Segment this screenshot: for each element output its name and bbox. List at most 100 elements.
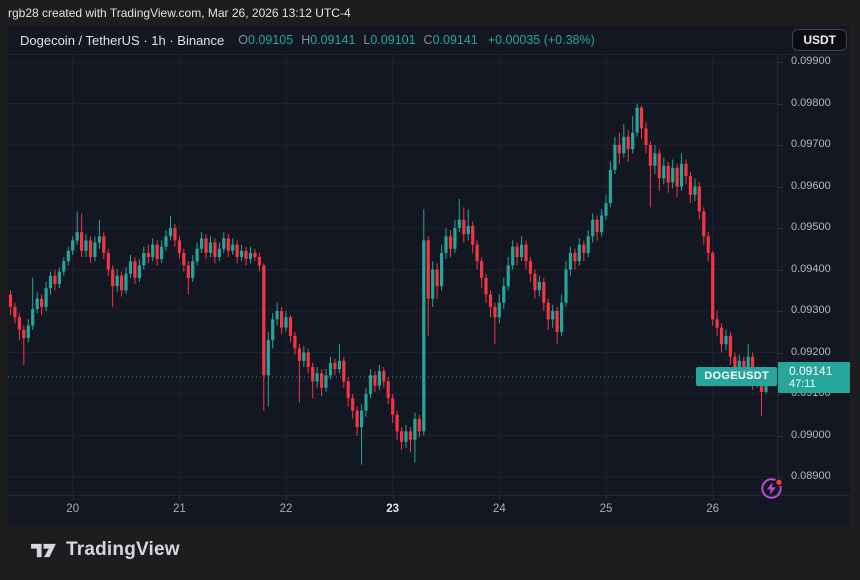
flash-events-button[interactable] bbox=[760, 476, 784, 500]
currency-toggle-button[interactable]: USDT bbox=[792, 29, 847, 51]
open-readout: O0.09105 bbox=[238, 33, 293, 47]
price-tick-mark bbox=[778, 269, 783, 271]
low-value: 0.09101 bbox=[370, 33, 416, 47]
candlestick-chart[interactable] bbox=[8, 55, 777, 495]
candle bbox=[635, 103, 639, 137]
open-label: O bbox=[238, 33, 248, 47]
candle bbox=[377, 365, 381, 390]
candle bbox=[493, 302, 497, 345]
candle bbox=[133, 257, 137, 284]
candle bbox=[711, 250, 715, 326]
price-tick-mark bbox=[778, 435, 783, 437]
candle bbox=[337, 344, 341, 374]
price-tick-label: 0.08900 bbox=[791, 470, 831, 482]
candle bbox=[173, 223, 177, 247]
candle bbox=[120, 271, 124, 297]
candle bbox=[351, 394, 355, 419]
tradingview-logo[interactable]: TradingView bbox=[30, 539, 180, 561]
candle bbox=[240, 244, 244, 262]
candle bbox=[386, 377, 390, 405]
candle bbox=[164, 230, 168, 251]
candle bbox=[524, 240, 528, 270]
candle bbox=[320, 369, 324, 397]
price-line-symbol-text: DOGEUSDT bbox=[704, 369, 769, 382]
candle bbox=[62, 257, 66, 276]
high-value: 0.09141 bbox=[310, 33, 356, 47]
candle bbox=[177, 236, 181, 260]
candle bbox=[280, 306, 284, 334]
candle bbox=[102, 232, 106, 260]
candle bbox=[93, 236, 97, 262]
candle bbox=[631, 116, 635, 154]
candle bbox=[457, 199, 461, 233]
candle bbox=[542, 277, 546, 311]
candle bbox=[226, 234, 230, 258]
candle bbox=[706, 232, 710, 262]
candle bbox=[160, 240, 164, 264]
candle bbox=[502, 277, 506, 309]
price-axis[interactable]: 0.09900 0.09800 0.09700 0.09600 0.09500 0.094… bbox=[777, 55, 851, 495]
candle bbox=[137, 259, 141, 282]
price-tick-mark bbox=[778, 352, 783, 354]
candle bbox=[235, 240, 239, 264]
candle bbox=[582, 240, 586, 262]
candle bbox=[328, 356, 333, 380]
low-label: L bbox=[363, 33, 371, 47]
change-value: +0.00035 (+0.38%) bbox=[487, 33, 595, 47]
candle bbox=[595, 215, 599, 241]
candle bbox=[257, 252, 261, 272]
candle bbox=[373, 371, 377, 392]
candle bbox=[546, 298, 550, 330]
candle bbox=[151, 238, 155, 262]
price-tick-mark bbox=[778, 145, 783, 146]
candle bbox=[111, 265, 115, 307]
candle bbox=[8, 290, 13, 316]
candle bbox=[88, 236, 93, 264]
candle bbox=[124, 267, 128, 295]
candle bbox=[146, 244, 150, 264]
candle bbox=[693, 178, 697, 201]
time-tick-mark bbox=[286, 496, 288, 500]
candle bbox=[555, 306, 559, 345]
candle bbox=[462, 207, 466, 243]
candle bbox=[66, 246, 70, 266]
candle bbox=[497, 294, 501, 324]
candle bbox=[128, 255, 133, 278]
candle bbox=[84, 234, 88, 258]
candle bbox=[422, 209, 426, 436]
candle bbox=[471, 221, 475, 253]
candle bbox=[506, 257, 510, 291]
candle bbox=[53, 269, 57, 291]
time-tick-mark bbox=[179, 496, 181, 500]
chart-header: Dogecoin / TetherUS · 1h · Binance O0.09… bbox=[8, 26, 850, 55]
candle bbox=[13, 302, 17, 324]
candle bbox=[106, 248, 110, 276]
price-tick-label: 0.09600 bbox=[791, 179, 831, 192]
close-readout: C0.09141 bbox=[424, 33, 478, 47]
candle bbox=[368, 369, 373, 399]
time-tick-mark bbox=[499, 496, 501, 500]
candle bbox=[431, 261, 435, 307]
price-tick-label: 0.09800 bbox=[791, 96, 831, 109]
time-tick-label: 25 bbox=[599, 503, 613, 515]
time-axis[interactable]: 20 21 22 23 24 25 26 bbox=[8, 495, 850, 526]
candle bbox=[80, 213, 84, 258]
price-tick-mark bbox=[778, 311, 783, 312]
candle bbox=[22, 325, 26, 365]
candle bbox=[515, 242, 519, 266]
candle bbox=[271, 313, 275, 349]
candle bbox=[679, 153, 684, 191]
candle bbox=[577, 238, 581, 266]
price-tick-label: 0.09900 bbox=[791, 55, 831, 67]
candle bbox=[395, 410, 399, 440]
candle bbox=[408, 427, 413, 453]
candle bbox=[35, 292, 39, 314]
open-value: 0.09105 bbox=[248, 33, 294, 47]
symbol-title[interactable]: Dogecoin / TetherUS · 1h · Binance bbox=[20, 32, 225, 48]
candle bbox=[195, 242, 199, 266]
candle bbox=[520, 236, 524, 262]
candle bbox=[44, 281, 48, 311]
close-value: 0.09141 bbox=[432, 33, 478, 47]
candle bbox=[155, 240, 159, 266]
candle bbox=[688, 172, 692, 204]
